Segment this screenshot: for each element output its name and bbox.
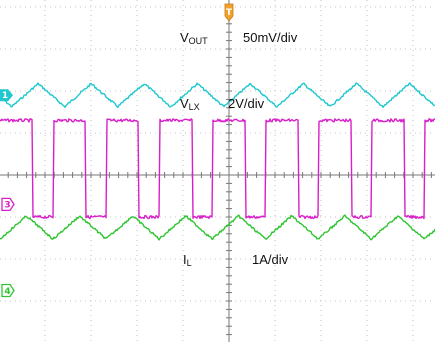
channel-marker-1: 1 bbox=[0, 89, 13, 102]
trace-out bbox=[0, 82, 435, 109]
channel-marker-4: 4 bbox=[1, 283, 15, 298]
channel-marker-4-label: 4 bbox=[4, 287, 10, 297]
vlx-scale-label: 2V/div bbox=[228, 96, 265, 111]
trigger-marker: T bbox=[224, 3, 234, 22]
channel-marker-3-label: 3 bbox=[4, 201, 10, 211]
channel-marker-1-label: 1 bbox=[2, 91, 8, 101]
vout-scale-label: 50mV/div bbox=[243, 30, 298, 45]
il-label: IL bbox=[183, 252, 192, 268]
trace-lx bbox=[0, 118, 435, 220]
trace-layer bbox=[0, 82, 435, 241]
channel-marker-3: 3 bbox=[1, 197, 15, 212]
il-scale-label: 1A/div bbox=[252, 252, 289, 267]
vlx-label: VLX bbox=[180, 96, 200, 112]
vout-label: VOUT bbox=[180, 30, 208, 46]
marker-layer: T 1 3 4 bbox=[0, 3, 234, 298]
trigger-marker-label: T bbox=[226, 8, 233, 18]
trace-l bbox=[0, 214, 435, 241]
